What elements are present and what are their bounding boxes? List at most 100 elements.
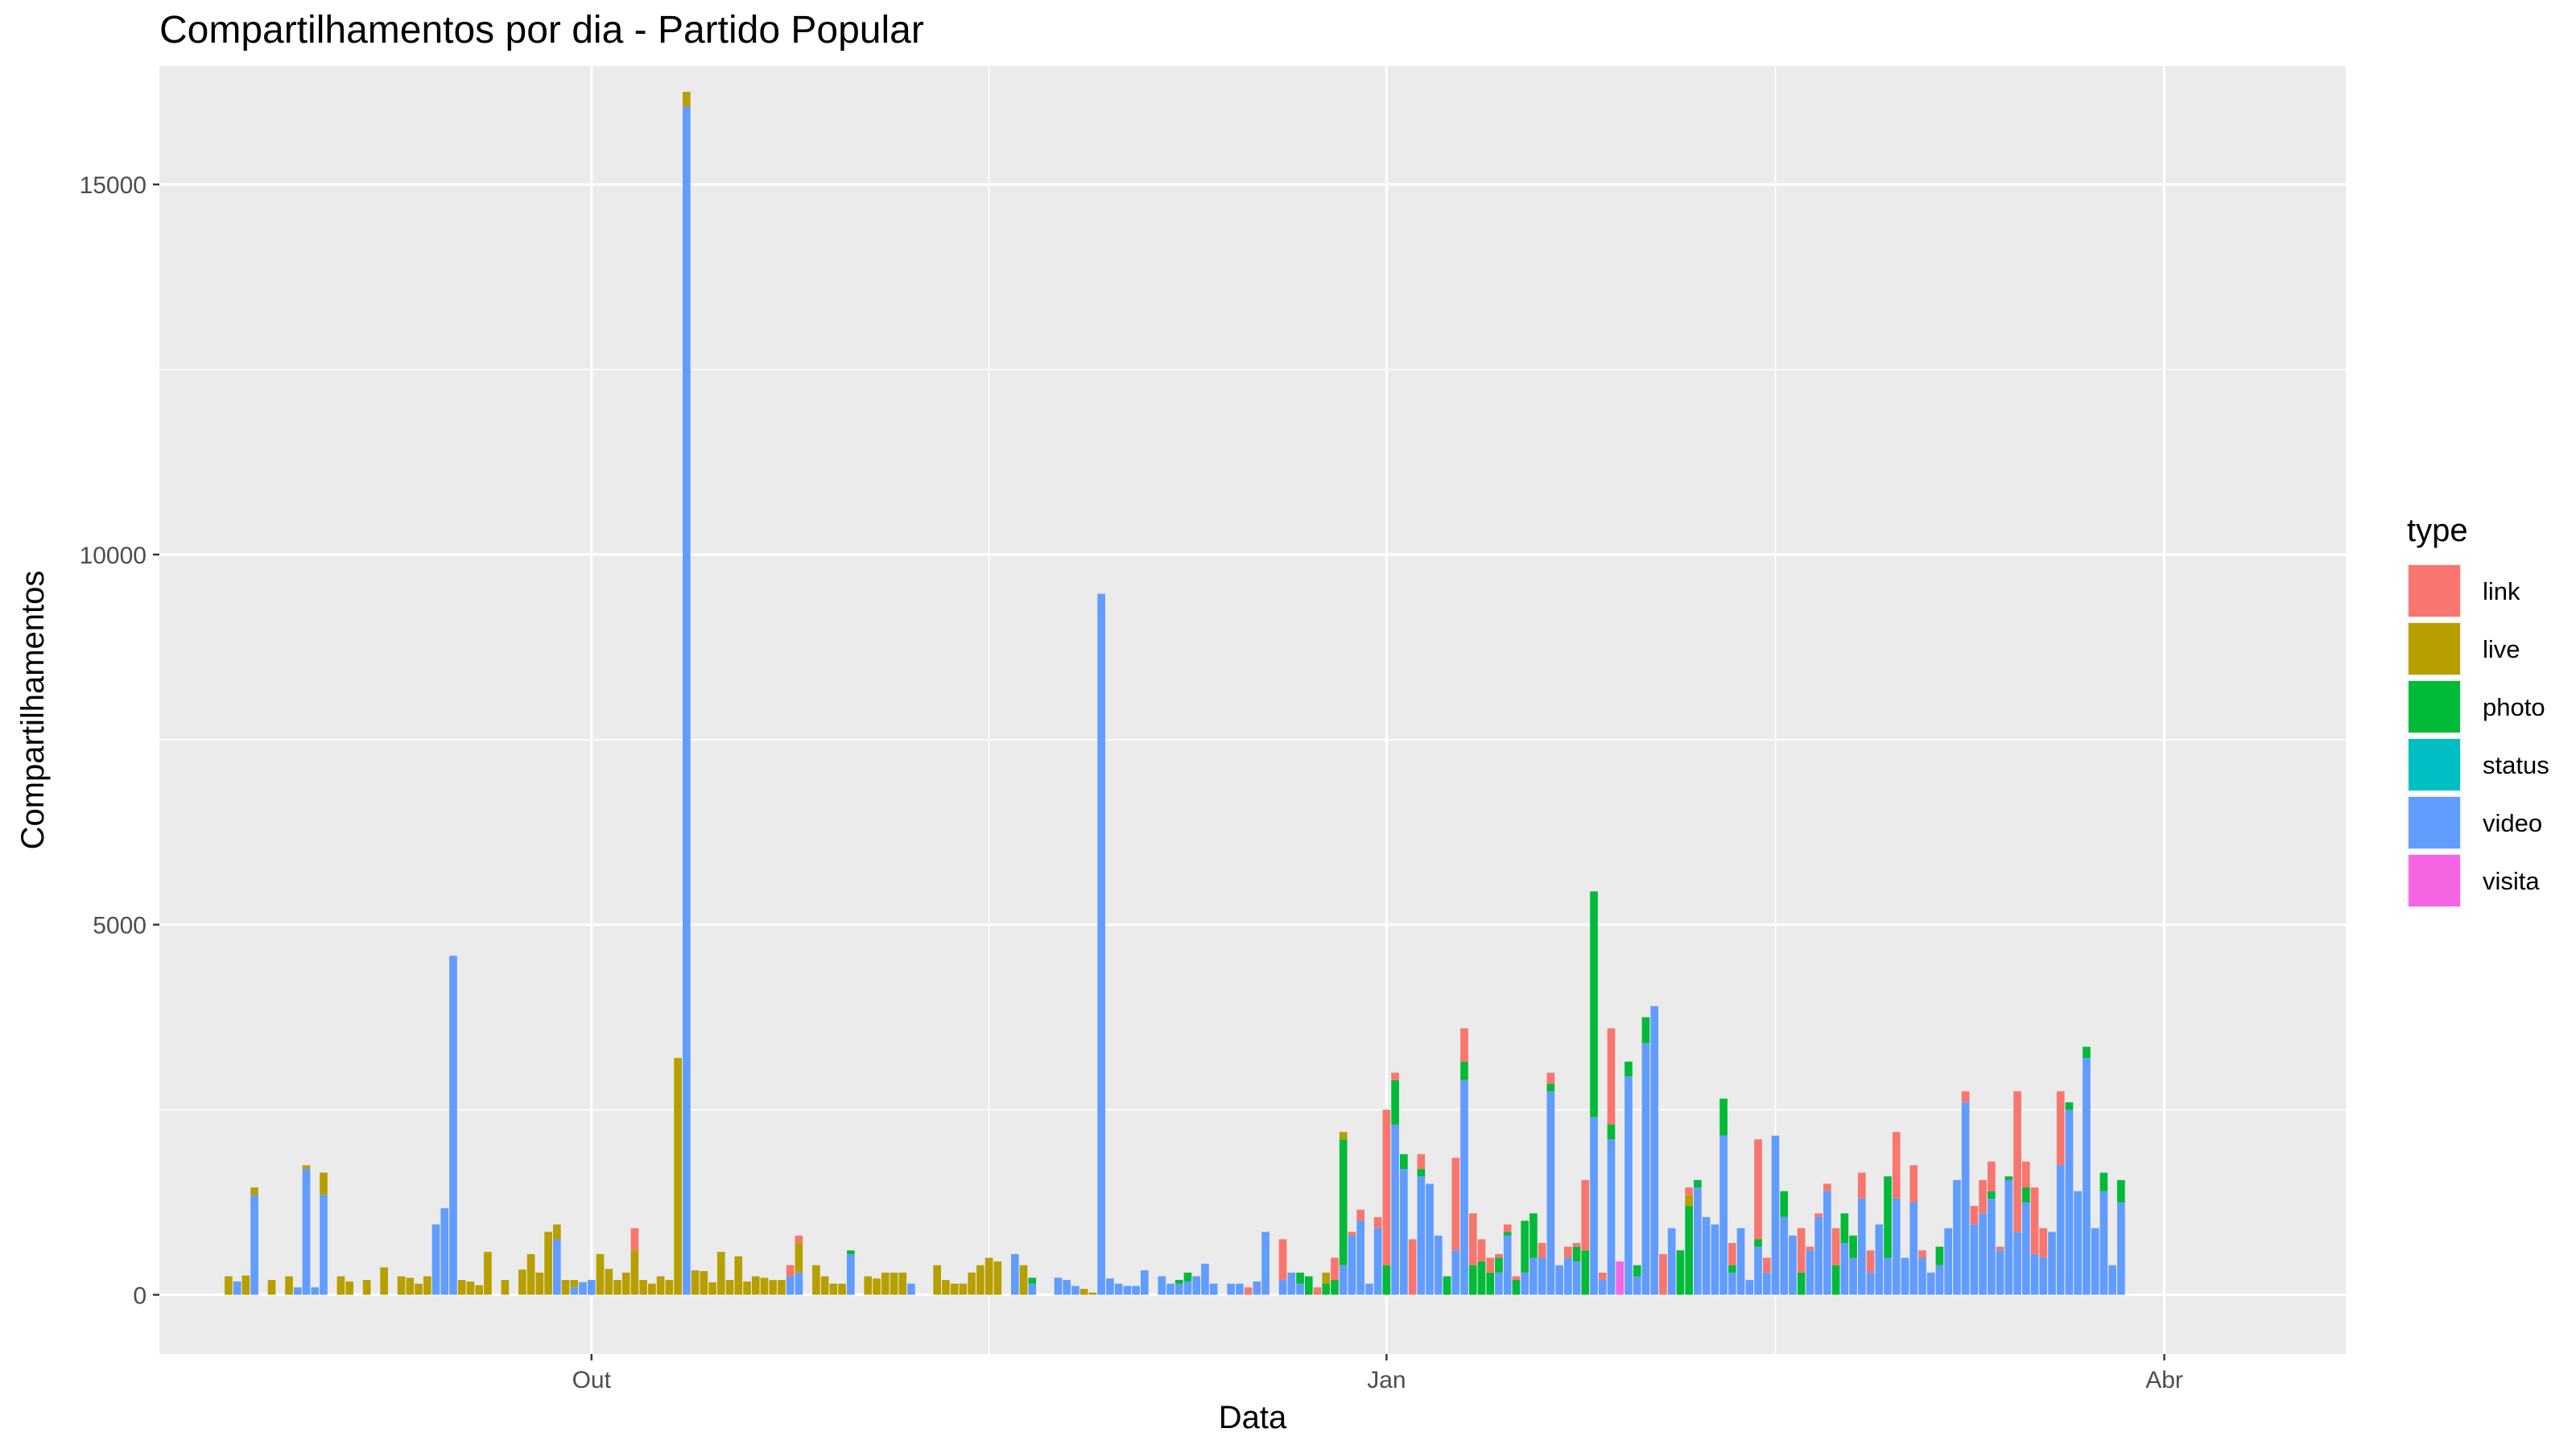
bar-segment-photo [1831, 1265, 1840, 1295]
bar-segment-link [1970, 1206, 1979, 1225]
bar-segment-live [716, 1252, 725, 1295]
bar-segment-video [1538, 1257, 1546, 1295]
bar-segment-video [2108, 1265, 2116, 1295]
bar-segment-video [1745, 1280, 1754, 1295]
bar-segment-link [1564, 1246, 1572, 1258]
bar-segment-video [1840, 1243, 1849, 1295]
bar-segment-video [1702, 1216, 1711, 1295]
bar-segment-video [1624, 1076, 1633, 1295]
bar-segment-photo [1468, 1265, 1477, 1295]
bar-segment-link [1373, 1216, 1382, 1228]
bar-segment-video [1503, 1235, 1512, 1295]
bar-segment-live [950, 1283, 959, 1295]
bar-segment-live [795, 1243, 803, 1273]
bar-segment-live [552, 1224, 561, 1240]
bar-segment-video [302, 1169, 311, 1295]
bar-segment-live [457, 1280, 466, 1295]
bar-segment-video [250, 1195, 258, 1295]
bar-segment-video [2048, 1232, 2056, 1295]
bar-segment-video [1356, 1220, 1365, 1295]
bar-segment-link [1797, 1228, 1806, 1273]
bar-segment-live [1080, 1289, 1088, 1295]
bar-segment-live [605, 1269, 613, 1295]
bar-segment-video [1158, 1276, 1166, 1295]
bar-segment-video [2039, 1257, 2048, 1295]
bar-segment-photo [2117, 1179, 2125, 1203]
bar-segment-photo [1477, 1261, 1486, 1295]
bar-segment-photo [2083, 1046, 2091, 1059]
bar-segment-link [1918, 1250, 1926, 1258]
bar-segment-photo [1382, 1265, 1391, 1295]
bar-segment-photo [1581, 1250, 1590, 1295]
legend-swatch-photo [2409, 681, 2460, 733]
legend-label-visita: visita [2483, 867, 2540, 895]
bar-segment-video [1650, 1005, 1659, 1295]
bar-segment-video [1296, 1283, 1304, 1295]
bar-segment-link [1607, 1028, 1616, 1125]
bar-segment-live [225, 1276, 233, 1295]
bar-segment-photo [1443, 1276, 1451, 1295]
bar-segment-video [1875, 1224, 1884, 1295]
bar-segment-photo [1641, 1017, 1650, 1043]
bar-segment-link [1823, 1183, 1831, 1191]
bar-segment-live [820, 1276, 829, 1295]
bar-segment-link [1685, 1187, 1693, 1195]
bar-segment-video [1935, 1265, 1944, 1295]
bar-segment-video [2099, 1191, 2108, 1295]
bar-segment-photo [1728, 1265, 1736, 1273]
bar-segment-live [691, 1270, 700, 1295]
bar-segment-video [1063, 1280, 1071, 1295]
bar-segment-photo [1503, 1232, 1512, 1236]
legend-swatch-live [2409, 623, 2460, 675]
bar-segment-video [1736, 1228, 1745, 1295]
bar-segment-live [985, 1257, 993, 1295]
bar-segment-video [1054, 1278, 1063, 1295]
bar-segment-live [397, 1276, 406, 1295]
bar-segment-live [466, 1281, 475, 1295]
bar-segment-live [415, 1283, 423, 1295]
bar-segment-link [1858, 1172, 1866, 1199]
bar-segment-link [1961, 1091, 1970, 1103]
bar-segment-video [2091, 1228, 2099, 1295]
legend-swatch-status [2409, 739, 2460, 791]
bar-segment-video [1555, 1265, 1563, 1295]
bar-segment-live [302, 1165, 311, 1170]
bar-segment-photo [1719, 1098, 1728, 1136]
bar-segment-video [2083, 1058, 2091, 1295]
bar-segment-video [907, 1283, 915, 1295]
bar-segment-video [570, 1287, 579, 1295]
bar-segment-live [968, 1272, 976, 1295]
bar-segment-photo [1322, 1283, 1331, 1295]
bar-segment-video [1236, 1283, 1244, 1295]
bar-segment-video [1754, 1246, 1762, 1295]
legend-label-status: status [2483, 751, 2549, 779]
bar-segment-video [1633, 1276, 1641, 1295]
bar-segment-photo [2021, 1187, 2030, 1203]
bar-segment-video [1123, 1286, 1132, 1295]
bar-segment-live [423, 1276, 431, 1295]
bar-segment-video [2065, 1109, 2074, 1295]
bar-segment-live [1088, 1292, 1097, 1295]
bar-segment-live [993, 1261, 1002, 1295]
bar-segment-live [890, 1272, 898, 1295]
bar-segment-photo [1840, 1213, 1849, 1244]
bar-segment-video [1858, 1198, 1866, 1295]
bar-segment-video [1028, 1283, 1037, 1295]
bar-segment-photo [1988, 1191, 1996, 1199]
bar-segment-photo [1780, 1191, 1789, 1217]
bar-segment-photo [1304, 1276, 1313, 1295]
bar-segment-link [1417, 1154, 1426, 1170]
bar-segment-video [1192, 1276, 1201, 1295]
bar-segment-video [2030, 1253, 2039, 1295]
bar-segment-link [1477, 1239, 1486, 1262]
bar-segment-live [873, 1278, 881, 1295]
bar-segment-video [1564, 1257, 1572, 1295]
x-tick-label: Jan [1367, 1367, 1406, 1393]
bar-segment-live [959, 1283, 968, 1295]
bar-segment-video [1728, 1272, 1736, 1295]
legend-label-photo: photo [2483, 693, 2545, 721]
bar-segment-video [1132, 1286, 1140, 1295]
legend-label-link: link [2483, 577, 2520, 605]
legend-swatch-link [2409, 565, 2460, 617]
x-tick-label: Abr [2145, 1367, 2183, 1393]
